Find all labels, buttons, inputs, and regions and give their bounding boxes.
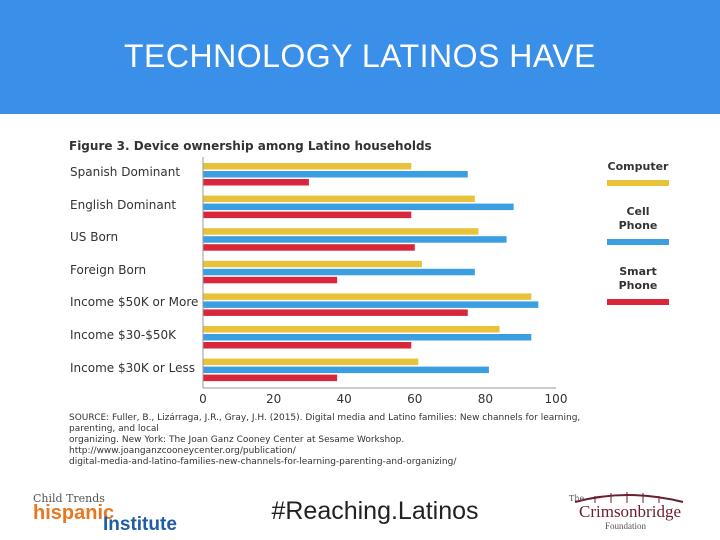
category-label: Income $30-$50K — [70, 328, 176, 342]
x-tick-label: 100 — [545, 392, 568, 406]
category-label: Foreign Born — [70, 262, 147, 277]
bar-computer — [203, 163, 412, 170]
legend-label-cell-phone: Cell Phone — [603, 205, 673, 233]
bar-smart-phone — [203, 179, 309, 186]
category-label: Spanish Dominant — [70, 165, 181, 179]
category-label: English Dominant — [70, 197, 177, 212]
legend-label-line: Smart — [619, 265, 657, 278]
bar-computer — [203, 260, 422, 268]
bar-cell-phone — [203, 301, 539, 308]
bar-computer — [203, 326, 500, 333]
bar-smart-phone — [203, 244, 415, 251]
logo-text: hispanic — [33, 502, 115, 524]
hashtag: #Reaching.Latinos — [271, 497, 479, 525]
bar-smart-phone — [203, 276, 338, 284]
crimsonbridge-foundation-logo: The Crimsonbridge Foundation — [565, 490, 690, 536]
chart-title: Figure 3. Device ownership among Latino … — [69, 139, 432, 153]
bar-smart-phone — [203, 211, 412, 219]
category-label: Income $30K or Less — [70, 360, 196, 375]
category-label: US Born — [70, 230, 119, 245]
legend-label-line: Cell — [626, 205, 650, 218]
source-line: digital-media-and-latino-families-new-ch… — [69, 457, 457, 467]
x-tick-label: 0 — [199, 392, 207, 406]
slide-header: TECHNOLOGY LATINOS HAVE — [0, 0, 720, 114]
bar-cell-phone — [203, 236, 507, 243]
legend-label-smart-phone: Smart Phone — [603, 265, 673, 293]
slide-title: TECHNOLOGY LATINOS HAVE — [123, 38, 597, 74]
logo-text: The — [569, 494, 585, 503]
legend-swatch-computer — [607, 180, 669, 186]
x-tick-label: 80 — [478, 392, 493, 406]
bar-computer — [203, 358, 419, 366]
bar-cell-phone — [203, 366, 489, 374]
bar-computer — [203, 195, 475, 203]
logo-text: Child Trends — [33, 492, 105, 505]
bar-computer — [203, 228, 479, 235]
logo-text: Institute — [103, 514, 177, 535]
source-line: organizing. New York: The Joan Ganz Coon… — [69, 435, 405, 456]
legend-swatch-cell-phone — [607, 239, 669, 245]
bar-smart-phone — [203, 309, 468, 316]
logo-text: Foundation — [605, 521, 647, 531]
bridge-icon — [574, 492, 684, 503]
legend-swatch-smart-phone — [607, 299, 669, 305]
legend-label-line: Computer — [607, 160, 669, 173]
bar-cell-phone — [203, 268, 475, 276]
x-tick-label: 60 — [407, 392, 422, 406]
child-trends-hispanic-institute-logo: Child Trends hispanic Institute — [33, 492, 193, 536]
bar-cell-phone — [203, 171, 468, 178]
logo-text: Crimsonbridge — [579, 502, 681, 521]
bar-computer — [203, 293, 532, 300]
bar-smart-phone — [203, 374, 338, 382]
legend-label-computer: Computer — [603, 160, 673, 174]
legend-label-line: Phone — [618, 279, 658, 292]
source-line: SOURCE: Fuller, B., Lizárraga, J.R., Gra… — [69, 413, 581, 434]
category-label: Income $50K or More — [70, 295, 199, 310]
legend-label-line: Phone — [618, 219, 658, 232]
source-citation: SOURCE: Fuller, B., Lizárraga, J.R., Gra… — [69, 413, 629, 468]
x-tick-label: 40 — [337, 392, 352, 406]
x-tick-label: 20 — [266, 392, 281, 406]
bar-smart-phone — [203, 342, 412, 349]
bar-cell-phone — [203, 334, 532, 341]
bar-cell-phone — [203, 203, 514, 211]
